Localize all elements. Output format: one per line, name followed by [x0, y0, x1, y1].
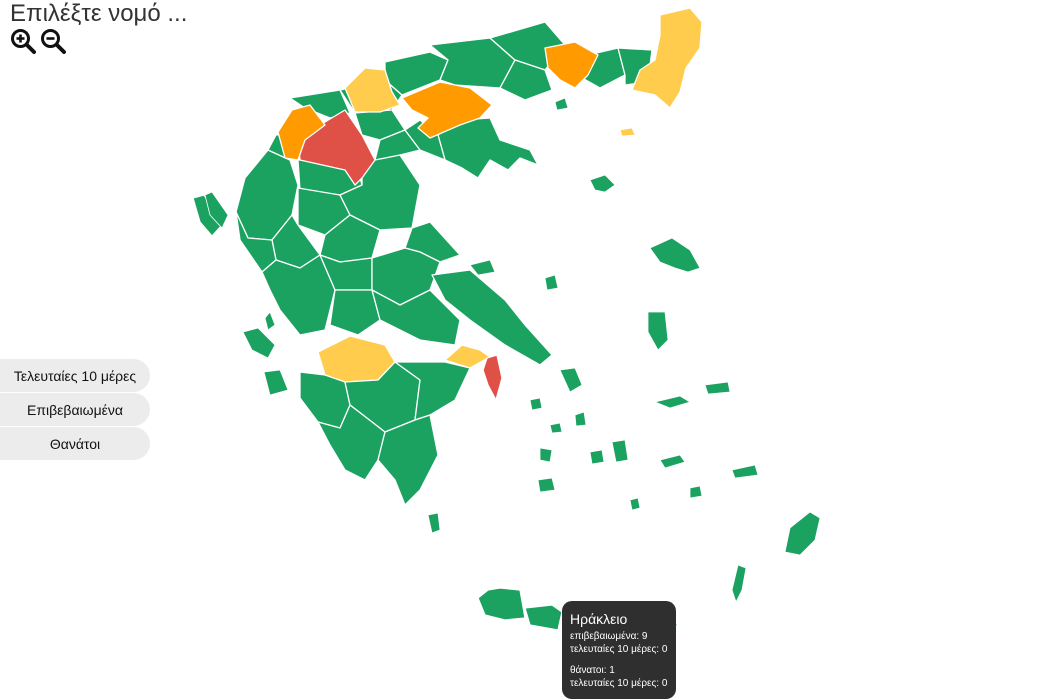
region-chania[interactable] — [477, 587, 526, 621]
region-argolida[interactable] — [394, 361, 471, 421]
island-samothraki[interactable] — [619, 127, 636, 137]
island-lesvos[interactable] — [649, 237, 701, 273]
island-milos[interactable] — [537, 477, 556, 493]
region-tooltip: Ηράκλειο επιβεβαιωμένα: 9 τελευταίες 10 … — [562, 601, 676, 699]
region-rethymno[interactable] — [524, 604, 563, 631]
region-pieria[interactable] — [374, 129, 421, 161]
region-fokida[interactable] — [329, 289, 381, 336]
island-tinos[interactable] — [529, 397, 543, 411]
tooltip-deaths-last10: τελευταίες 10 μέρες: 0 — [570, 678, 668, 689]
region-thessaloniki[interactable] — [401, 81, 493, 139]
region-viotia[interactable] — [371, 289, 461, 346]
region-attiki[interactable] — [482, 354, 503, 401]
island-mykonos[interactable] — [574, 411, 587, 427]
metric-button-last-10-days[interactable]: Τελευταίες 10 μέρες — [0, 359, 150, 392]
tooltip-region-name: Ηράκλειο — [570, 611, 628, 627]
region-lakonia[interactable] — [377, 414, 439, 506]
zoom-out-icon[interactable] — [40, 28, 66, 54]
tooltip-deaths: θάνατοι: 1 — [570, 665, 615, 676]
tooltip-confirmed-last10: τελευταίες 10 μέρες: 0 — [570, 644, 668, 655]
island-rodos[interactable] — [784, 511, 821, 556]
island-lefkada[interactable] — [242, 327, 276, 359]
island-kos[interactable] — [731, 464, 759, 479]
island-skyros[interactable] — [559, 367, 583, 393]
zoom-in-icon[interactable] — [10, 28, 36, 54]
island-karpathos[interactable] — [731, 564, 747, 604]
region-chalkidiki[interactable] — [437, 117, 539, 179]
region-pella-yellow[interactable] — [344, 67, 401, 113]
island-thasos[interactable] — [554, 97, 569, 111]
island-naxos[interactable] — [611, 439, 629, 463]
page-title: Επιλέξτε νομό ... — [10, 0, 188, 27]
region-kavala-orange[interactable] — [544, 41, 599, 89]
metric-button-confirmed[interactable]: Επιβεβαιωμένα — [0, 393, 150, 426]
island-agios-efstratios[interactable] — [544, 274, 559, 291]
region-thessaloniki-coast[interactable] — [404, 119, 446, 161]
region-florina-orange[interactable] — [277, 104, 326, 161]
island-paros[interactable] — [589, 449, 605, 465]
region-evros[interactable] — [631, 7, 703, 109]
island-kerkyra[interactable] — [204, 191, 229, 229]
island-zakynthos[interactable] — [264, 311, 276, 331]
tooltip-confirmed: επιβεβαιωμένα: 9 — [570, 631, 648, 642]
island-amorgos[interactable] — [659, 454, 686, 469]
metric-button-deaths[interactable]: Θανάτοι — [0, 427, 150, 460]
zoom-controls — [10, 28, 66, 54]
island-andros[interactable] — [539, 447, 553, 463]
region-kavala[interactable] — [499, 59, 553, 101]
island-samos[interactable] — [653, 395, 691, 409]
island-chios[interactable] — [647, 311, 669, 351]
island-lemnos[interactable] — [589, 174, 616, 193]
region-aitoloakarnania[interactable] — [261, 254, 336, 336]
island-kythira[interactable] — [427, 512, 441, 534]
island-kefalonia[interactable] — [263, 369, 289, 396]
region-evia[interactable] — [431, 269, 553, 366]
island-skiathos[interactable] — [469, 259, 496, 276]
island-ikaria[interactable] — [704, 381, 731, 395]
island-syros[interactable] — [549, 422, 563, 434]
island-santorini[interactable] — [629, 497, 641, 511]
island-astypalea[interactable] — [689, 485, 703, 499]
